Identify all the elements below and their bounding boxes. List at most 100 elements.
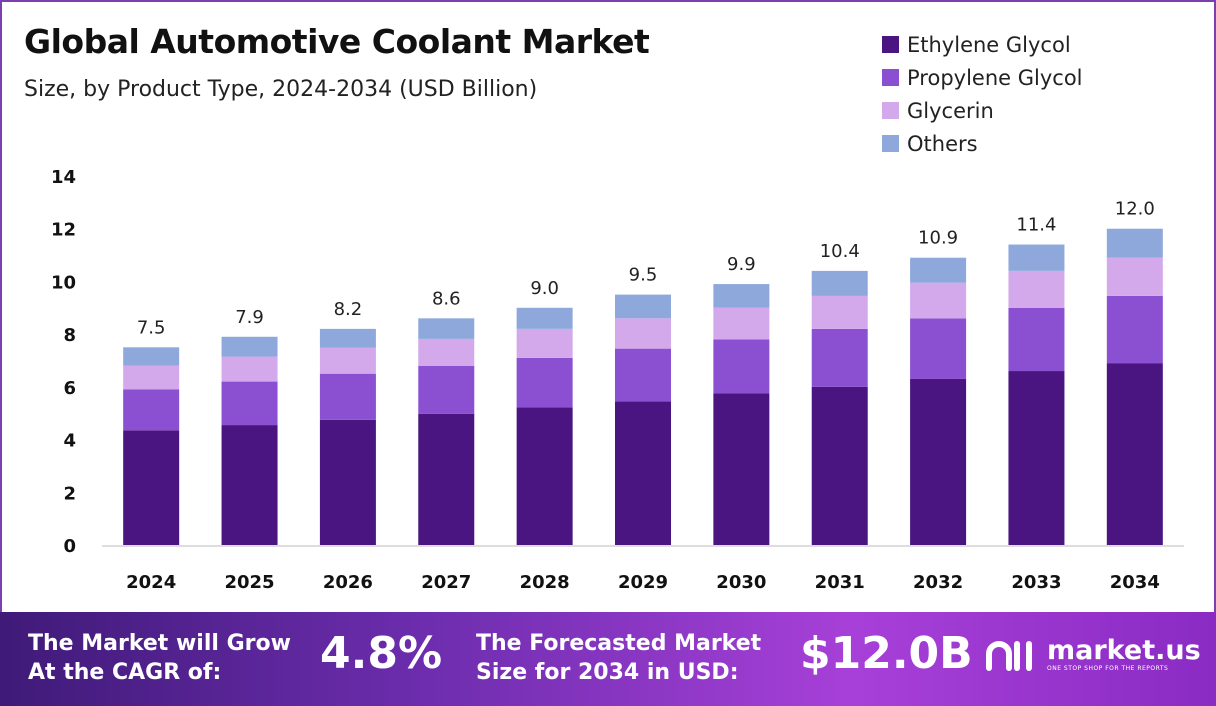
bar-segment (811, 328, 868, 387)
bar-segment (516, 357, 573, 408)
brand-tagline: ONE STOP SHOP FOR THE REPORTS (1047, 664, 1169, 672)
legend-label: Ethylene Glycol (907, 32, 1071, 57)
cagr-label-line-2: At the CAGR of: (28, 660, 222, 685)
bar-total-label: 10.4 (820, 241, 860, 262)
chart-frame: Global Automotive Coolant Market Size, b… (0, 0, 1216, 614)
x-tick-label: 2029 (618, 572, 668, 593)
x-tick-label: 2024 (126, 572, 176, 593)
legend-label: Others (907, 131, 978, 156)
legend-label: Glycerin (907, 98, 994, 123)
footer-banner: The Market will Grow At the CAGR of: 4.8… (0, 612, 1216, 706)
bar-segment (516, 328, 573, 358)
bar-total-label: 8.2 (334, 299, 363, 320)
y-tick-label: 6 (63, 378, 76, 399)
bar-segment (1008, 307, 1065, 372)
y-tick-label: 4 (63, 431, 76, 452)
y-tick-label: 12 (51, 220, 76, 241)
legend-swatch (882, 69, 899, 86)
bar-segment (123, 430, 180, 545)
bar-total-label: 10.9 (918, 228, 958, 249)
bar-segment (418, 338, 475, 366)
legend: Ethylene Glycol Propylene Glycol Glyceri… (882, 28, 1083, 160)
brand-name: market.us (1047, 634, 1201, 666)
bar-total-label: 7.5 (137, 317, 166, 338)
bar-total-label: 9.9 (727, 254, 756, 275)
bar-segment (1008, 244, 1065, 271)
legend-item-ethylene-glycol: Ethylene Glycol (882, 28, 1083, 61)
bar-segment (713, 284, 770, 308)
bar-segment (123, 389, 180, 431)
legend-item-glycerin: Glycerin (882, 94, 1083, 127)
x-tick-label: 2030 (716, 572, 766, 593)
cagr-label-line-1: The Market will Grow (28, 631, 291, 656)
x-tick-label: 2028 (520, 572, 570, 593)
cagr-value: 4.8% (320, 628, 443, 679)
bar-segment (1106, 257, 1163, 296)
y-tick-label: 14 (51, 167, 76, 188)
chart-subtitle: Size, by Product Type, 2024-2034 (USD Bi… (24, 77, 538, 102)
x-tick-label: 2025 (224, 572, 274, 593)
forecast-value: $12.0B (800, 628, 973, 679)
bar-segment (910, 282, 967, 319)
bar-segment (811, 295, 868, 329)
bar-segment (1106, 363, 1163, 545)
bar-segment (1008, 371, 1065, 545)
bar-segment (910, 318, 967, 379)
bar-segment (1008, 270, 1065, 308)
bar-segment (123, 347, 180, 366)
y-tick-label: 10 (51, 272, 76, 293)
bar-total-label: 12.0 (1115, 199, 1155, 220)
bar-segment (221, 381, 278, 426)
x-tick-label: 2033 (1011, 572, 1061, 593)
legend-swatch (882, 135, 899, 152)
forecast-label-line-2: Size for 2034 in USD: (476, 660, 739, 685)
legend-swatch (882, 102, 899, 119)
x-tick-label: 2032 (913, 572, 963, 593)
bar-total-label: 8.6 (432, 288, 461, 309)
bar-segment (221, 336, 278, 357)
bar-total-label: 9.5 (629, 265, 658, 286)
bar-segment (713, 339, 770, 394)
legend-swatch (882, 36, 899, 53)
bar-total-label: 9.0 (530, 278, 559, 299)
bar-total-label: 11.4 (1016, 215, 1056, 236)
bar-segment (123, 365, 180, 390)
forecast-label-line-1: The Forecasted Market (476, 631, 762, 656)
forecast-label: The Forecasted Market Size for 2034 in U… (476, 629, 761, 687)
bar-segment (713, 307, 770, 340)
bar-segment (516, 407, 573, 545)
bar-segment (319, 373, 376, 420)
bar-segment (910, 378, 967, 545)
y-tick-label: 8 (63, 325, 76, 346)
market-us-logo-icon (986, 641, 1032, 671)
bar-segment (910, 257, 967, 283)
bar-segment (1106, 228, 1163, 258)
bar-segment (319, 347, 376, 374)
bar-segment (713, 393, 770, 545)
bar-segment (811, 386, 868, 545)
bar-segment (615, 401, 671, 545)
bar-segment (221, 356, 278, 382)
bar-segment (418, 318, 475, 339)
y-tick-label: 2 (63, 483, 76, 504)
y-tick-label: 0 (63, 536, 76, 557)
legend-item-others: Others (882, 127, 1083, 160)
bar-segment (615, 318, 671, 349)
x-tick-label: 2031 (815, 572, 865, 593)
bar-segment (516, 307, 573, 329)
bar-segment (1106, 295, 1163, 364)
legend-label: Propylene Glycol (907, 65, 1083, 90)
x-tick-label: 2027 (421, 572, 471, 593)
bar-segment (221, 425, 278, 545)
bar-total-label: 7.9 (235, 307, 264, 328)
bar-segment (811, 270, 868, 296)
bar-segment (418, 365, 475, 414)
bar-segment (418, 413, 475, 545)
bar-segment (319, 328, 376, 348)
stacked-bar-chart: 0 2 4 6 8 10 12 14 7.5 2024 7.9 2025 8.2 2026 8.6 2027 9… (51, 167, 1184, 593)
bar-segment (615, 348, 671, 402)
bar-segment (615, 294, 671, 319)
legend-item-propylene-glycol: Propylene Glycol (882, 61, 1083, 94)
x-tick-label: 2026 (323, 572, 373, 593)
bar-segment (319, 419, 376, 545)
